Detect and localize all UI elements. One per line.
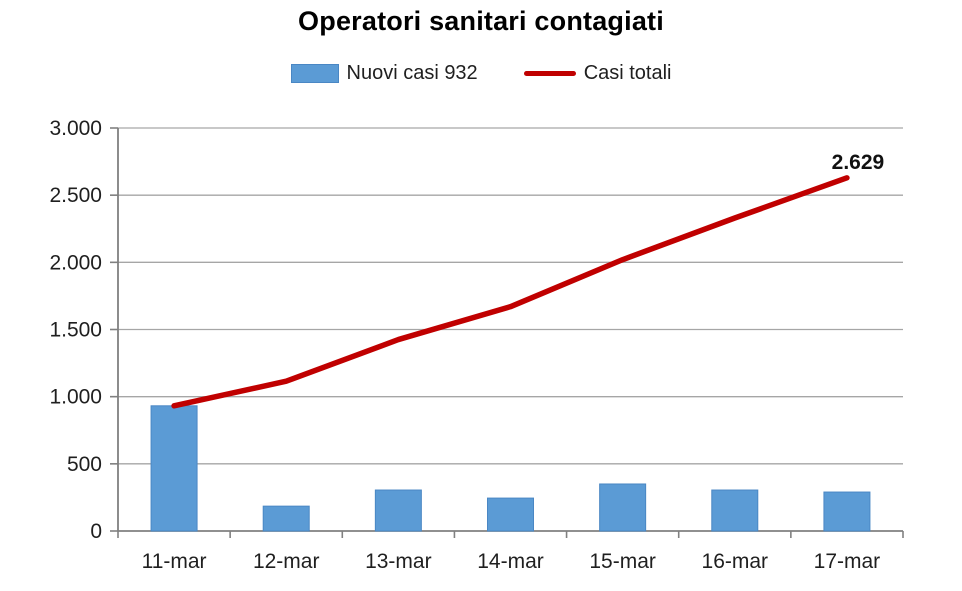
chart-title: Operatori sanitari contagiati (298, 6, 664, 36)
legend-item-new-cases: Nuovi casi 932 (290, 62, 478, 85)
legend: Nuovi casi 932 Casi totali (0, 62, 962, 85)
legend-line-swatch-icon (523, 71, 576, 76)
y-tick-label: 3.000 (49, 117, 102, 140)
legend-bar-swatch-icon (290, 64, 339, 83)
x-tick-label: 14-mar (477, 550, 544, 573)
bar (374, 489, 422, 532)
y-tick-label: 2.000 (49, 251, 102, 274)
bar (262, 505, 310, 532)
bar (823, 491, 871, 532)
y-tick-label: 1.000 (49, 386, 102, 409)
y-tick-label: 500 (67, 453, 102, 476)
bar (150, 405, 198, 532)
line-end-value-label: 2.629 (832, 151, 885, 174)
total-cases-line (171, 175, 850, 409)
bar (487, 497, 534, 532)
x-tick-label: 13-mar (365, 550, 432, 573)
x-tick-label: 12-mar (253, 550, 320, 573)
bar (599, 483, 647, 532)
legend-label-total-cases: Casi totali (583, 62, 672, 84)
x-tick-label: 11-mar (142, 550, 207, 573)
x-tick-label: 16-mar (702, 550, 769, 573)
y-tick-label: 2.500 (49, 184, 102, 207)
legend-item-total-cases: Casi totali (523, 62, 672, 85)
y-tick-label: 1.500 (49, 319, 102, 342)
bar (711, 489, 759, 532)
x-tick-label: 17-mar (814, 550, 881, 573)
x-tick-label: 15-mar (589, 550, 656, 573)
legend-label-new-cases: Nuovi casi 932 (346, 62, 478, 84)
y-tick-label: 0 (90, 520, 102, 543)
